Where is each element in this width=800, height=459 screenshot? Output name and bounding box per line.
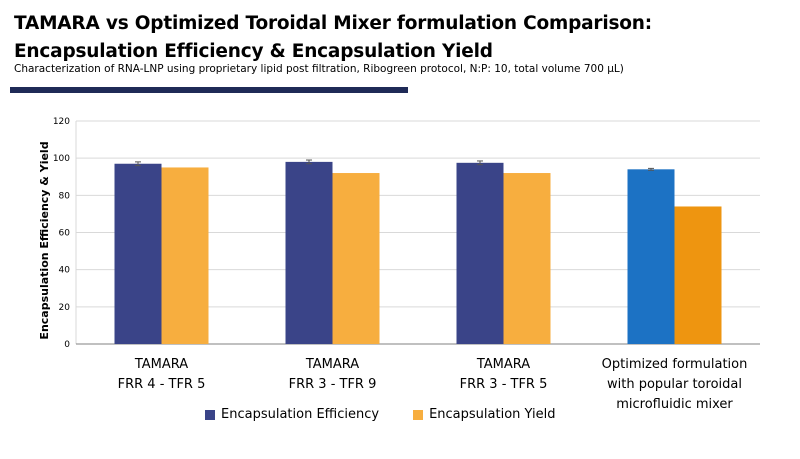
bar-yield	[674, 206, 722, 344]
y-tick-label: 0	[64, 340, 70, 350]
bar-efficiency	[114, 163, 162, 344]
legend-swatch-efficiency	[205, 409, 215, 420]
title-line-1: TAMARA vs Optimized Toroidal Mixer formu…	[14, 13, 652, 34]
x-tick-label: TAMARA	[305, 357, 359, 372]
bar-yield	[332, 173, 380, 344]
y-tick-label: 60	[59, 229, 71, 239]
bar-yield	[503, 173, 551, 344]
x-tick-label: TAMARA	[134, 357, 188, 372]
title-line-2: Encapsulation Efficiency & Encapsulation…	[14, 41, 493, 62]
bar-efficiency	[627, 169, 675, 344]
chart-legend: Encapsulation Efficiency Encapsulation Y…	[205, 407, 555, 422]
y-tick-label: 20	[59, 303, 71, 313]
y-axis-label: Encapsulation Efficiency & Yield	[38, 141, 51, 339]
x-tick-label: with popular toroidal	[607, 377, 742, 392]
chart-subtitle: Characterization of RNA-LNP using propri…	[14, 63, 624, 75]
title-underline	[10, 87, 408, 93]
x-tick-label: FRR 3 - TFR 5	[460, 377, 548, 392]
y-tick-label: 120	[53, 117, 70, 127]
bar-yield	[161, 167, 209, 344]
x-tick-label: FRR 4 - TFR 5	[118, 377, 206, 392]
x-tick-label: microfluidic mixer	[616, 397, 733, 412]
legend-label-yield: Encapsulation Yield	[429, 407, 556, 422]
x-tick-label: TAMARA	[476, 357, 530, 372]
x-tick-label: Optimized formulation	[602, 357, 748, 372]
legend-item-efficiency: Encapsulation Efficiency	[205, 407, 379, 422]
y-tick-label: 40	[59, 266, 71, 276]
legend-item-yield: Encapsulation Yield	[413, 407, 555, 422]
chart-title: TAMARA vs Optimized Toroidal Mixer formu…	[14, 10, 652, 66]
bar-efficiency	[285, 161, 333, 344]
legend-swatch-yield	[413, 409, 424, 420]
y-tick-label: 100	[53, 154, 70, 164]
x-tick-label: FRR 3 - TFR 9	[289, 377, 377, 392]
y-tick-label: 80	[59, 191, 71, 201]
legend-label-efficiency: Encapsulation Efficiency	[221, 407, 380, 422]
bar-efficiency	[456, 162, 504, 344]
